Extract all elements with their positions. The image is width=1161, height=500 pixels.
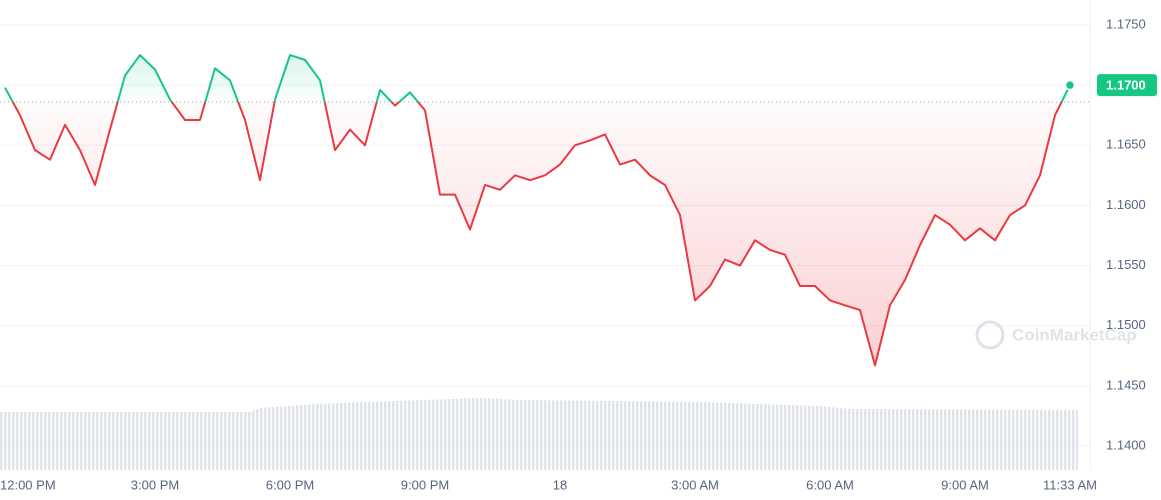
price-badge — [1097, 74, 1157, 97]
x-tick-label: 3:00 AM — [671, 477, 719, 492]
y-tick-label: 1.1550 — [1106, 257, 1146, 272]
y-tick-label: 1.1650 — [1106, 137, 1146, 152]
x-tick-label: 3:00 PM — [131, 477, 179, 492]
watermark-text: CoinMarketCap — [1012, 325, 1137, 344]
price-badge-label: 1.1700 — [1106, 78, 1146, 93]
y-tick-label: 1.1400 — [1106, 437, 1146, 452]
x-tick-label: 18 — [553, 477, 567, 492]
x-tick-label: 9:00 AM — [941, 477, 989, 492]
last-point — [1064, 79, 1076, 91]
x-tick-label: 11:33 AM — [1043, 477, 1097, 492]
y-tick-label: 1.1500 — [1106, 317, 1146, 332]
y-tick-label: 1.1600 — [1106, 197, 1146, 212]
volume-bars — [0, 398, 1078, 470]
price-area — [5, 55, 1070, 366]
y-tick-label: 1.1750 — [1106, 16, 1146, 31]
x-tick-label: 6:00 AM — [806, 477, 854, 492]
x-tick-label: 6:00 PM — [266, 477, 314, 492]
y-tick-label: 1.1450 — [1106, 377, 1146, 392]
price-line — [4, 54, 1071, 367]
x-tick-label: 12:00 PM — [0, 477, 56, 492]
x-tick-label: 9:00 PM — [401, 477, 449, 492]
watermark: CoinMarketCap — [975, 320, 1137, 350]
